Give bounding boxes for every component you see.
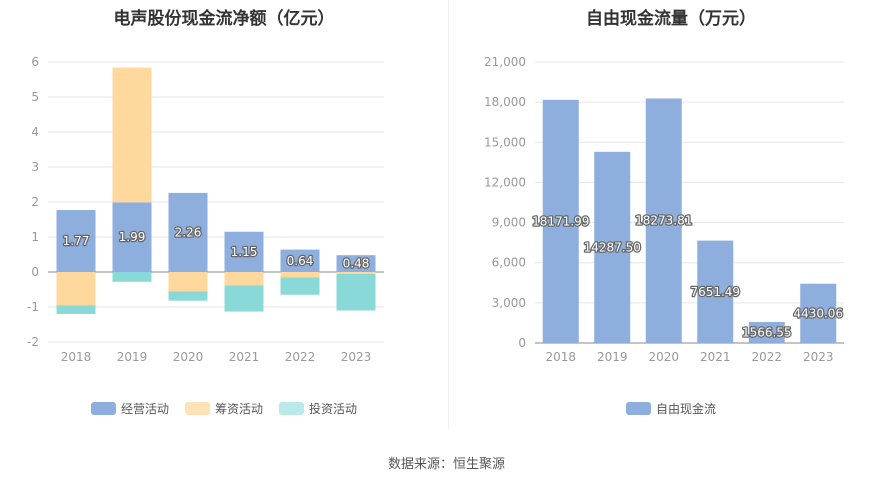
- bar-2021-s1: [224, 272, 264, 286]
- legend-item-operating[interactable]: 经营活动: [90, 400, 169, 417]
- legend-swatch-investing: [279, 402, 304, 415]
- data-label: 7651.49: [690, 285, 740, 299]
- bar-2023-s2: [336, 273, 376, 311]
- y-tick-label: 12,000: [484, 175, 526, 189]
- bar-2019-s1: [112, 67, 152, 203]
- bar-2022-s1: [280, 272, 320, 278]
- y-tick-label: -1: [27, 300, 39, 314]
- data-label: 1.99: [119, 230, 146, 244]
- x-tick-label: 2023: [341, 350, 372, 364]
- y-tick-label: 6: [31, 55, 39, 69]
- x-tick-label: 2019: [597, 350, 628, 364]
- bar-2022-s0: [280, 249, 320, 272]
- legend-label-financing: 筹资活动: [214, 402, 263, 416]
- y-tick-label: 15,000: [484, 135, 526, 149]
- data-label: 18273.81: [635, 214, 692, 228]
- x-tick-label: 2018: [545, 350, 576, 364]
- data-label: 1.77: [63, 234, 90, 248]
- x-tick-label: 2020: [648, 350, 679, 364]
- panel-divider: [448, 0, 449, 430]
- bar-2020-s2: [168, 291, 208, 301]
- bar-2021-s2: [224, 285, 264, 312]
- y-tick-label: 3: [31, 160, 39, 174]
- x-tick-label: 2022: [285, 350, 316, 364]
- fcf-chart-panel: 自由现金流量（万元） 0 3,000 6,000 9,000 12,000 15,000 1…: [449, 0, 893, 430]
- y-tick-label: 6,000: [492, 256, 526, 270]
- y-tick-label: 9,000: [492, 216, 526, 230]
- data-label: 4430.06: [793, 306, 843, 320]
- data-label: 1.15: [231, 245, 258, 259]
- bar-2021-s0: [224, 231, 264, 272]
- cash-flow-chart: -2 -1 0 1 2 3 4 5 6 1.77 2018 1.99 2019 2.26 2020 1.15 2…: [27, 55, 384, 364]
- legend-swatch-financing: [184, 402, 210, 415]
- fcf-chart: 0 3,000 6,000 9,000 12,000 15,000 18,000 21,000…: [484, 55, 844, 364]
- y-tick-label: 21,000: [484, 55, 526, 69]
- data-label: 1566.55: [742, 326, 792, 340]
- bar-2019-s2: [112, 272, 152, 282]
- cash-flow-chart-title: 电声股份现金流净额（亿元）: [113, 9, 335, 29]
- y-tick-label: 0: [518, 336, 526, 350]
- bar-2022-s2: [280, 277, 320, 295]
- x-tick-label: 2022: [751, 350, 782, 364]
- y-tick-label: 2: [31, 195, 39, 209]
- y-tick-label: 1: [31, 230, 39, 244]
- cash-flow-legend: 经营活动 筹资活动 投资活动: [0, 400, 448, 417]
- data-label: 0.48: [343, 257, 370, 271]
- data-label: 14287.50: [584, 240, 641, 254]
- cash-flow-chart-panel: 电声股份现金流净额（亿元） -2 -1 0 1 2 3 4 5 6 1.77 2018 1.99 201…: [0, 0, 448, 430]
- x-tick-label: 2019: [117, 350, 148, 364]
- x-tick-label: 2018: [61, 350, 92, 364]
- legend-swatch-fcf: [625, 402, 651, 415]
- data-source-note: 数据来源：恒生聚源: [387, 457, 505, 472]
- y-tick-label: -2: [27, 335, 39, 349]
- bar-2018-s0: [56, 210, 96, 272]
- y-tick-label: 5: [31, 90, 39, 104]
- x-tick-label: 2021: [700, 350, 731, 364]
- x-tick-label: 2020: [173, 350, 204, 364]
- y-tick-label: 18,000: [484, 95, 526, 109]
- bar-fcf-2021: [697, 240, 734, 343]
- bar-fcf-2022: [748, 322, 785, 343]
- bar-fcf-2020: [645, 98, 682, 343]
- bar-fcf-2019: [594, 151, 631, 343]
- fcf-chart-title: 自由现金流量（万元）: [586, 9, 756, 29]
- legend-item-investing[interactable]: 投资活动: [279, 400, 357, 417]
- legend-item-financing[interactable]: 筹资活动: [184, 400, 263, 417]
- bar-2018-s2: [56, 305, 96, 314]
- legend-item-fcf[interactable]: 自由现金流: [625, 400, 716, 417]
- legend-label-operating: 经营活动: [120, 402, 169, 416]
- data-label: 0.64: [287, 254, 314, 268]
- y-tick-label: 3,000: [492, 296, 526, 310]
- bar-2020-s1: [168, 272, 208, 292]
- bar-fcf-2018: [542, 99, 579, 344]
- legend-label-investing: 投资活动: [309, 402, 358, 416]
- bar-2023-s1: [336, 272, 376, 274]
- legend-label-fcf: 自由现金流: [655, 402, 716, 416]
- fcf-legend: 自由现金流: [449, 400, 893, 417]
- bar-2023-s0: [336, 255, 376, 272]
- bar-2020-s0: [168, 192, 208, 272]
- data-label: 2.26: [175, 225, 202, 239]
- bar-fcf-2023: [800, 283, 837, 343]
- x-tick-label: 2021: [229, 350, 260, 364]
- x-tick-label: 2023: [803, 350, 834, 364]
- bar-2019-s0: [112, 202, 152, 272]
- y-tick-label: 0: [31, 265, 39, 279]
- bar-2018-s1: [56, 272, 96, 306]
- y-tick-label: 4: [31, 125, 39, 139]
- data-label: 18171.99: [532, 214, 589, 228]
- legend-swatch-operating: [90, 402, 116, 415]
